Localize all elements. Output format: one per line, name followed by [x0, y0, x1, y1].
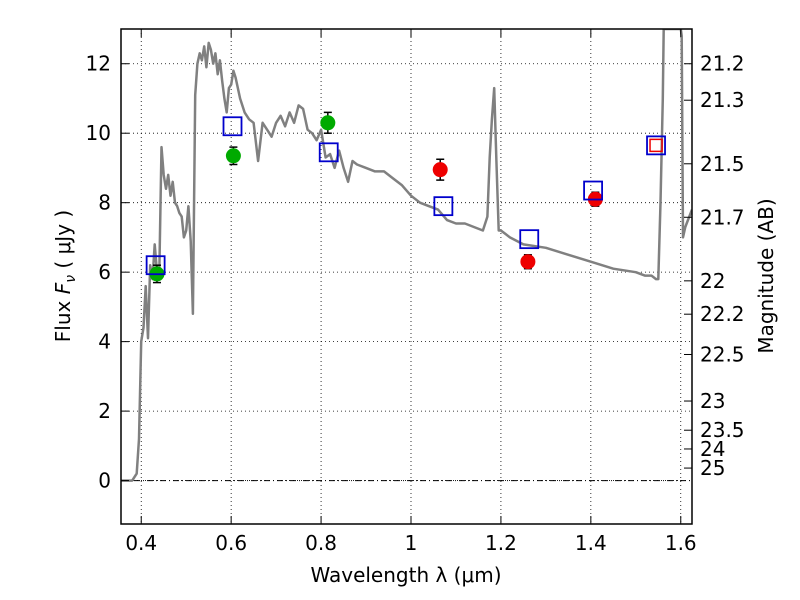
right-tick-label: 23.5 [700, 418, 745, 442]
x-axis-label: Wavelength λ (μm) [310, 563, 501, 587]
data-points [145, 111, 666, 284]
y-tick-label: 0 [98, 469, 111, 493]
right-tick-label: 21.3 [700, 88, 745, 112]
model-spectrum [121, 29, 692, 482]
model-band-square [646, 135, 666, 156]
model-spectrum-line [121, 29, 692, 482]
y-axis-ticks: 0 2 4 6 8 10 12 [86, 52, 129, 493]
right-tick-label: 22 [700, 269, 725, 293]
y-axis-label-prefix: Flux [51, 294, 75, 342]
x-tick-label: 1.2 [485, 531, 517, 555]
red-square-marker [649, 138, 663, 153]
right-tick-label: 21.5 [700, 152, 745, 176]
x-tick-label: 1.4 [575, 531, 607, 555]
data-point [432, 162, 448, 178]
x-tick-label: 0.4 [125, 531, 157, 555]
right-tick-label: 25 [700, 456, 725, 480]
model-band-square [145, 255, 166, 276]
model-band-square [519, 229, 540, 250]
x-tick-label: 1.6 [665, 531, 697, 555]
y-tick-label: 6 [98, 260, 111, 284]
y-axis-label-symbol: F [51, 282, 75, 294]
y-tick-label: 8 [98, 191, 111, 215]
y-axis-label: Flux Fν ( μJy ) [51, 210, 79, 342]
y-tick-label: 12 [86, 52, 111, 76]
plot-frame [120, 28, 693, 525]
data-point [225, 148, 241, 164]
right-axis-label: Magnitude (AB) [754, 198, 778, 353]
model-band-square [583, 180, 603, 201]
data-point [520, 254, 536, 270]
y-axis-label-subscript: ν [63, 275, 79, 283]
data-point [320, 115, 336, 131]
right-tick-label: 21.2 [700, 52, 745, 76]
x-axis-ticks: 0.4 0.6 0.8 1 1.2 1.4 1.6 [125, 29, 697, 555]
right-tick-label: 22.2 [700, 302, 745, 326]
right-tick-label: 24 [700, 437, 725, 461]
model-band-square [433, 196, 454, 217]
right-tick-label: 22.5 [700, 342, 745, 366]
x-tick-label: 1 [405, 531, 418, 555]
y-tick-label: 2 [98, 399, 111, 423]
x-tick-label: 0.8 [305, 531, 337, 555]
y-tick-label: 10 [86, 121, 111, 145]
grid-lines [121, 29, 692, 524]
right-tick-label: 21.7 [700, 205, 745, 229]
model-band-square [318, 142, 339, 163]
y-axis-label-unit: ( μJy ) [51, 210, 75, 275]
plot-background [121, 29, 692, 524]
x-tick-label: 0.6 [215, 531, 247, 555]
model-band-square [222, 116, 243, 137]
y-tick-label: 4 [98, 330, 111, 354]
right-tick-label: 23 [700, 389, 725, 413]
